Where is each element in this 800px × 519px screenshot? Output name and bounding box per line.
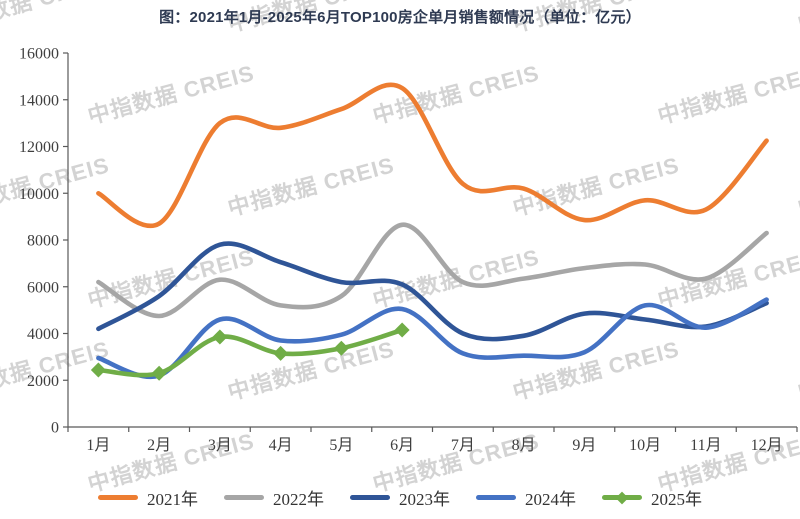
legend-line-swatch (350, 495, 390, 500)
y-axis-label: 14000 (19, 92, 59, 109)
series-marker-diamond (151, 365, 167, 381)
y-axis-label: 8000 (27, 233, 59, 250)
chart-legend: 2021年 2022年 2023年 2024年 2025年 (0, 485, 800, 510)
legend-label: 2024年 (525, 490, 576, 509)
legend-item-2024: 2024年 (476, 485, 576, 510)
y-axis-label: 4000 (27, 326, 59, 343)
series-marker-diamond (273, 345, 289, 361)
x-axis-label: 8月 (512, 437, 536, 454)
x-axis-label: 11月 (690, 437, 721, 454)
legend-label: 2022年 (273, 490, 324, 509)
x-axis-label: 7月 (451, 437, 475, 454)
series-line-2021 (96, 82, 769, 229)
x-axis-label: 2月 (147, 437, 171, 454)
legend-line-swatch (602, 491, 642, 504)
legend-item-2022: 2022年 (224, 485, 324, 510)
x-axis-label: 4月 (269, 437, 293, 454)
legend-item-2025: 2025年 (602, 485, 702, 510)
series-line-2022 (96, 222, 769, 319)
y-axis-label: 2000 (27, 373, 59, 390)
chart-title: 图：2021年1月-2025年6月TOP100房企单月销售额情况（单位：亿元） (159, 9, 641, 26)
x-axis-label: 1月 (86, 437, 110, 454)
y-axis-label: 12000 (19, 139, 59, 156)
series-line-2025 (96, 327, 405, 378)
series-marker-diamond (90, 362, 106, 378)
x-axis-label: 5月 (329, 437, 353, 454)
legend-line-swatch (98, 495, 138, 500)
legend-item-2023: 2023年 (350, 485, 450, 510)
y-axis-label: 6000 (27, 279, 59, 296)
x-axis-label: 12月 (751, 437, 783, 454)
y-axis-label: 16000 (19, 46, 59, 63)
x-axis-label: 10月 (629, 437, 661, 454)
legend-label: 2025年 (651, 490, 702, 509)
x-axis-label: 9月 (572, 437, 596, 454)
legend-label: 2021年 (147, 490, 198, 509)
x-axis-label: 6月 (390, 437, 414, 454)
series-marker-diamond (333, 340, 349, 356)
legend-label: 2023年 (399, 490, 450, 509)
series-line-2024 (96, 297, 769, 380)
x-axis-label: 3月 (208, 437, 232, 454)
legend-line-swatch (224, 495, 264, 500)
legend-item-2021: 2021年 (98, 485, 198, 510)
series-line-2023 (96, 241, 769, 342)
axis-lines (67, 53, 797, 428)
series-marker-diamond (394, 322, 410, 338)
y-axis-label: 10000 (19, 186, 59, 203)
series-marker-diamond (212, 329, 228, 345)
legend-diamond-marker (615, 491, 629, 504)
legend-line-swatch (476, 495, 516, 500)
y-axis-label: 0 (51, 420, 59, 437)
